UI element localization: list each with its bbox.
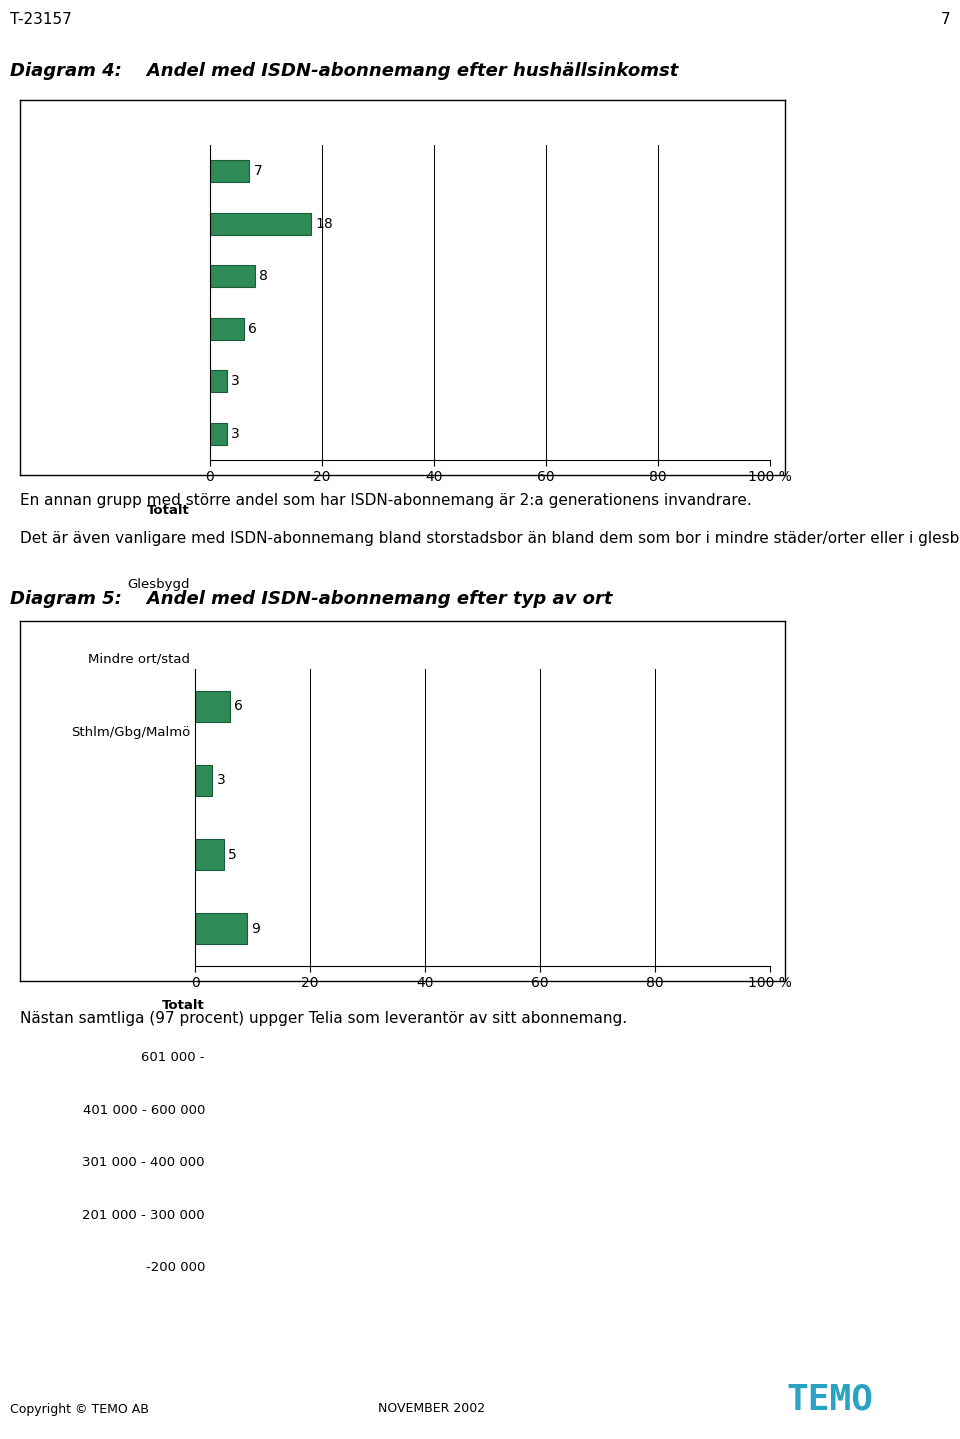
Text: 5: 5 [228, 848, 237, 862]
Text: 9: 9 [252, 922, 260, 935]
Text: 401 000 - 600 000: 401 000 - 600 000 [83, 1104, 205, 1117]
Text: TEMO: TEMO [786, 1381, 874, 1416]
Text: Totalt: Totalt [147, 504, 190, 517]
Text: Totalt: Totalt [162, 999, 205, 1012]
Text: Diagram 5:    Andel med ISDN-abonnemang efter typ av ort: Diagram 5: Andel med ISDN-abonnemang eft… [10, 590, 612, 609]
Text: 3: 3 [231, 427, 240, 440]
Bar [210, 265, 254, 288]
Text: 601 000 -: 601 000 - [141, 1052, 205, 1065]
Bar [195, 839, 224, 871]
Text: Copyright © TEMO AB: Copyright © TEMO AB [10, 1403, 149, 1416]
Bar [210, 213, 311, 235]
Text: NOVEMBER 2002: NOVEMBER 2002 [378, 1403, 486, 1416]
Bar [210, 160, 250, 183]
Text: 8: 8 [259, 269, 268, 283]
Text: 7: 7 [253, 164, 262, 178]
Bar [210, 318, 244, 340]
Text: 3: 3 [217, 773, 226, 787]
Text: Glesbygd: Glesbygd [128, 578, 190, 591]
Text: 6: 6 [248, 322, 257, 335]
Text: 18: 18 [315, 217, 333, 230]
Text: T-23157: T-23157 [10, 12, 71, 26]
Bar [195, 914, 247, 944]
Text: Det är även vanligare med ISDN-abonnemang bland storstadsbor än bland dem som bo: Det är även vanligare med ISDN-abonneman… [20, 531, 960, 547]
Bar [210, 370, 227, 393]
Text: Nästan samtliga (97 procent) uppger Telia som leverantör av sitt abonnemang.: Nästan samtliga (97 procent) uppger Teli… [20, 1010, 627, 1026]
Bar [210, 423, 227, 445]
Text: 3: 3 [231, 374, 240, 389]
Text: 7: 7 [941, 12, 950, 26]
Text: -200 000: -200 000 [146, 1261, 205, 1275]
Text: 6: 6 [234, 699, 243, 714]
Text: En annan grupp med större andel som har ISDN-abonnemang är 2:a generationens inv: En annan grupp med större andel som har … [20, 494, 752, 508]
Bar [195, 691, 229, 722]
Text: 201 000 - 300 000: 201 000 - 300 000 [83, 1209, 205, 1222]
Text: 301 000 - 400 000: 301 000 - 400 000 [83, 1157, 205, 1170]
Text: Sthlm/Gbg/Malmö: Sthlm/Gbg/Malmö [71, 727, 190, 740]
Text: Diagram 4:    Andel med ISDN-abonnemang efter hushällsinkomst: Diagram 4: Andel med ISDN-abonnemang eft… [10, 62, 678, 81]
Text: Mindre ort/stad: Mindre ort/stad [88, 652, 190, 665]
Bar [195, 764, 212, 796]
